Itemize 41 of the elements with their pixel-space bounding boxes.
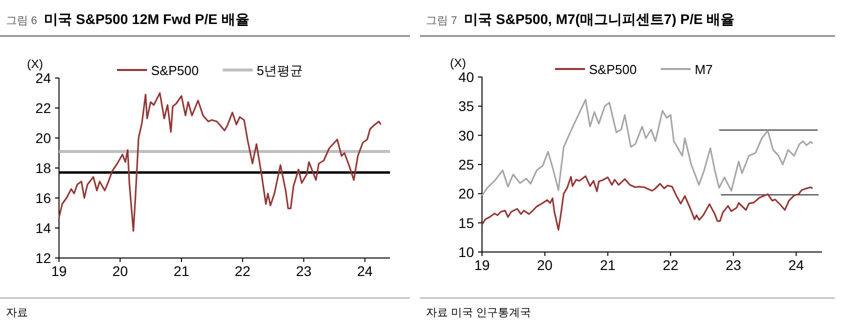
chart-title: 미국 S&P500, M7(매그니피센트7) P/E 배율 xyxy=(464,11,735,27)
y-tick-label: 15 xyxy=(458,214,474,231)
chart-title: 미국 S&P500 12M Fwd P/E 배율 xyxy=(44,11,250,27)
x-tick-label: 19 xyxy=(474,257,490,273)
x-tick-label: 20 xyxy=(112,263,128,279)
x-tick-label: 20 xyxy=(537,257,553,273)
y-tick-label: 24 xyxy=(35,70,52,86)
x-tick-label: 23 xyxy=(296,263,312,279)
y-tick-label: 30 xyxy=(458,127,474,144)
caption: 그림 6 xyxy=(6,15,38,27)
legend-label: S&P500 xyxy=(589,62,637,77)
text: 자료 xyxy=(6,307,28,319)
y-tick-label: 22 xyxy=(35,100,52,116)
x-tick-label: 24 xyxy=(357,263,373,279)
line-series xyxy=(481,175,814,231)
y-tick-label: 20 xyxy=(35,130,52,146)
line-series xyxy=(481,98,814,196)
y-tick-label: 10 xyxy=(458,244,474,260)
x-tick-label: 21 xyxy=(600,257,616,273)
x-tick-label: 22 xyxy=(662,257,679,273)
legend-label: M7 xyxy=(694,62,713,77)
y-tick-label: 40 xyxy=(458,69,474,85)
y-tick-label: 25 xyxy=(458,156,474,172)
x-tick-label: 24 xyxy=(788,257,804,273)
legend-label: 5년평균 xyxy=(256,63,303,78)
y-tick-label: 18 xyxy=(35,160,52,176)
y-tick-label: 20 xyxy=(458,186,474,202)
y-axis-title: (X) xyxy=(27,57,43,71)
caption: 그림 7 xyxy=(426,15,458,27)
y-tick-label: 14 xyxy=(35,220,52,236)
line-series xyxy=(58,92,382,232)
text: 자료 미국 인구통계국 xyxy=(426,307,532,319)
y-tick-label: 16 xyxy=(35,190,52,206)
x-tick-label: 22 xyxy=(234,263,251,279)
y-tick-label: 35 xyxy=(458,98,474,114)
y-tick-label: 12 xyxy=(35,250,52,266)
x-tick-label: 23 xyxy=(726,257,742,273)
y-axis-title: (X) xyxy=(450,56,466,70)
legend-label: S&P500 xyxy=(151,63,199,78)
x-tick-label: 21 xyxy=(174,263,190,279)
x-tick-label: 19 xyxy=(51,263,67,279)
